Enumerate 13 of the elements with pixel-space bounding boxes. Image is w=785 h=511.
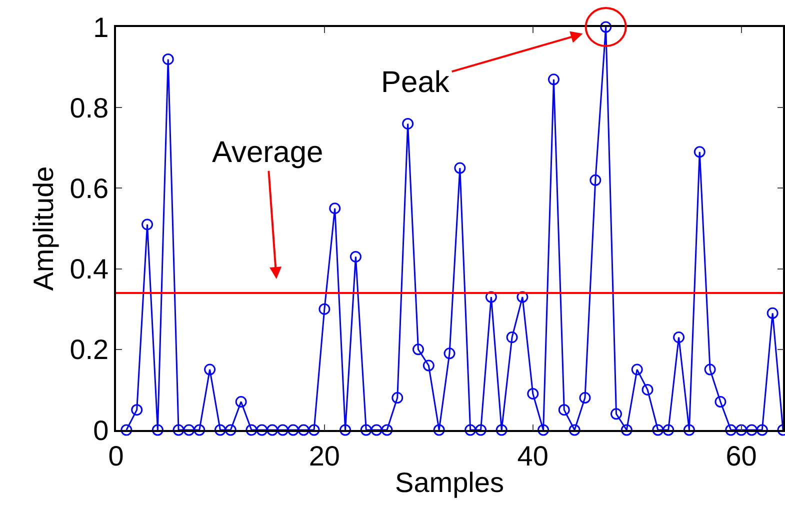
x-tick-label: 40: [517, 440, 548, 472]
y-tick-label: 0.6: [70, 173, 109, 204]
y-tick-label: 0.2: [70, 334, 109, 366]
y-tick-label: 0.4: [70, 254, 109, 285]
x-tick-label: 60: [726, 440, 757, 472]
x-axis-title: Samples: [395, 466, 504, 498]
y-axis-title: Amplitude: [28, 166, 59, 291]
annotation: Peak: [381, 66, 450, 99]
y-tick-label: 0.8: [70, 92, 109, 124]
x-tick-label: 20: [308, 440, 340, 472]
y-tick-label: 0: [93, 414, 109, 446]
ref-line-label: Average: [212, 136, 324, 169]
y-tick-label: 1: [93, 12, 109, 43]
